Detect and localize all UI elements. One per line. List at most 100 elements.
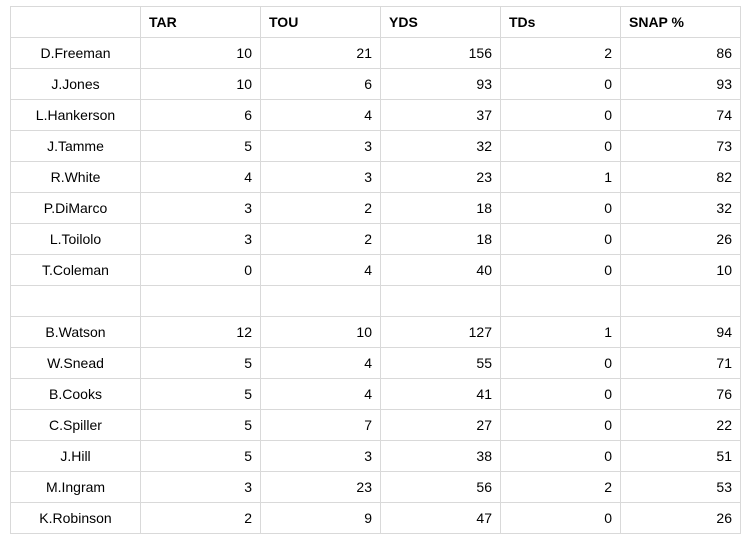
snap-cell: 86	[621, 38, 741, 69]
player-cell: R.White	[11, 162, 141, 193]
snap-cell: 93	[621, 69, 741, 100]
tar-cell: 3	[141, 472, 261, 503]
tou-cell: 6	[261, 69, 381, 100]
snap-cell: 22	[621, 410, 741, 441]
snap-cell: 71	[621, 348, 741, 379]
tou-cell: 9	[261, 503, 381, 534]
tou-cell: 4	[261, 348, 381, 379]
tds-cell: 0	[501, 441, 621, 472]
tds-cell: 2	[501, 38, 621, 69]
header-player	[11, 7, 141, 38]
snap-cell: 26	[621, 224, 741, 255]
tar-cell: 0	[141, 255, 261, 286]
yds-cell: 32	[381, 131, 501, 162]
tou-cell: 4	[261, 255, 381, 286]
tds-cell: 0	[501, 131, 621, 162]
snap-cell: 53	[621, 472, 741, 503]
tar-cell: 5	[141, 131, 261, 162]
tds-cell: 2	[501, 472, 621, 503]
tar-cell: 5	[141, 441, 261, 472]
table-row: T.Coleman0440010	[11, 255, 741, 286]
tou-cell: 4	[261, 379, 381, 410]
yds-cell: 93	[381, 69, 501, 100]
tar-cell: 3	[141, 224, 261, 255]
tou-cell: 3	[261, 162, 381, 193]
player-cell: J.Tamme	[11, 131, 141, 162]
yds-cell: 18	[381, 193, 501, 224]
player-cell: B.Watson	[11, 317, 141, 348]
table-row: B.Watson1210127194	[11, 317, 741, 348]
table-row: J.Jones10693093	[11, 69, 741, 100]
tar-cell: 3	[141, 193, 261, 224]
header-row: TAR TOU YDS TDs SNAP %	[11, 7, 741, 38]
table-body: D.Freeman1021156286J.Jones10693093L.Hank…	[11, 38, 741, 534]
player-cell: B.Cooks	[11, 379, 141, 410]
yds-cell: 40	[381, 255, 501, 286]
yds-cell: 41	[381, 379, 501, 410]
stats-table: TAR TOU YDS TDs SNAP % D.Freeman10211562…	[10, 6, 741, 534]
table-row: J.Hill5338051	[11, 441, 741, 472]
player-cell: T.Coleman	[11, 255, 141, 286]
spacer-row	[11, 286, 741, 317]
spacer-cell	[261, 286, 381, 317]
snap-cell: 10	[621, 255, 741, 286]
player-cell: K.Robinson	[11, 503, 141, 534]
tou-cell: 4	[261, 100, 381, 131]
yds-cell: 27	[381, 410, 501, 441]
tou-cell: 23	[261, 472, 381, 503]
yds-cell: 47	[381, 503, 501, 534]
snap-cell: 82	[621, 162, 741, 193]
tar-cell: 5	[141, 379, 261, 410]
yds-cell: 23	[381, 162, 501, 193]
yds-cell: 56	[381, 472, 501, 503]
snap-cell: 94	[621, 317, 741, 348]
tar-cell: 6	[141, 100, 261, 131]
tds-cell: 0	[501, 224, 621, 255]
table-row: D.Freeman1021156286	[11, 38, 741, 69]
header-tou: TOU	[261, 7, 381, 38]
player-cell: L.Hankerson	[11, 100, 141, 131]
snap-cell: 73	[621, 131, 741, 162]
tar-cell: 5	[141, 410, 261, 441]
tou-cell: 7	[261, 410, 381, 441]
table-row: J.Tamme5332073	[11, 131, 741, 162]
player-cell: J.Hill	[11, 441, 141, 472]
tds-cell: 0	[501, 69, 621, 100]
player-cell: W.Snead	[11, 348, 141, 379]
tou-cell: 3	[261, 131, 381, 162]
snap-cell: 32	[621, 193, 741, 224]
spacer-cell	[141, 286, 261, 317]
tou-cell: 2	[261, 193, 381, 224]
player-cell: L.Toilolo	[11, 224, 141, 255]
player-cell: C.Spiller	[11, 410, 141, 441]
table-row: L.Hankerson6437074	[11, 100, 741, 131]
snap-cell: 51	[621, 441, 741, 472]
player-cell: J.Jones	[11, 69, 141, 100]
player-cell: P.DiMarco	[11, 193, 141, 224]
tar-cell: 4	[141, 162, 261, 193]
tar-cell: 10	[141, 38, 261, 69]
tar-cell: 2	[141, 503, 261, 534]
spacer-cell	[621, 286, 741, 317]
snap-cell: 76	[621, 379, 741, 410]
header-tar: TAR	[141, 7, 261, 38]
yds-cell: 18	[381, 224, 501, 255]
tds-cell: 0	[501, 503, 621, 534]
spacer-cell	[381, 286, 501, 317]
yds-cell: 156	[381, 38, 501, 69]
snap-cell: 74	[621, 100, 741, 131]
table-row: K.Robinson2947026	[11, 503, 741, 534]
tds-cell: 0	[501, 193, 621, 224]
tds-cell: 0	[501, 410, 621, 441]
header-tds: TDs	[501, 7, 621, 38]
spacer-cell	[11, 286, 141, 317]
header-snap: SNAP %	[621, 7, 741, 38]
table-row: W.Snead5455071	[11, 348, 741, 379]
table-row: M.Ingram32356253	[11, 472, 741, 503]
tds-cell: 0	[501, 379, 621, 410]
tds-cell: 0	[501, 348, 621, 379]
spacer-cell	[501, 286, 621, 317]
yds-cell: 38	[381, 441, 501, 472]
yds-cell: 55	[381, 348, 501, 379]
header-yds: YDS	[381, 7, 501, 38]
